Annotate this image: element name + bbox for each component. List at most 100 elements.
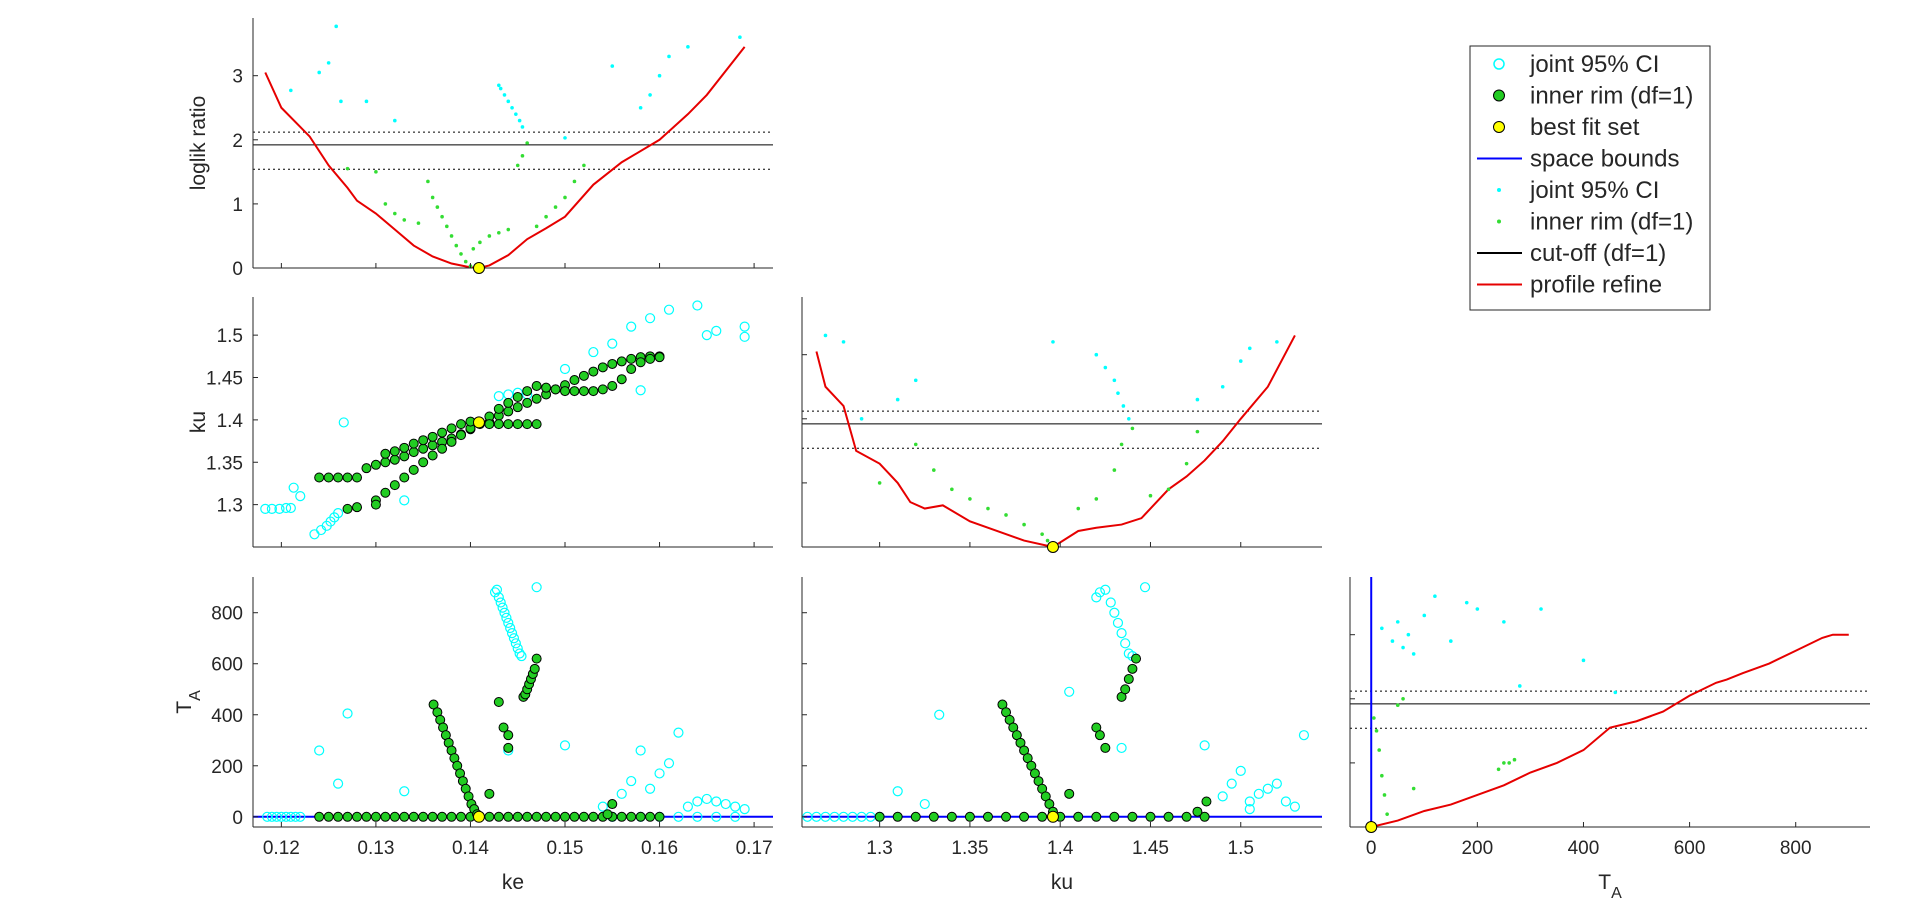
rim-point [352,811,362,822]
rim-point [408,438,419,449]
rim-dot [506,227,511,232]
rim-point [626,353,637,364]
rim-point [493,403,504,414]
ci-point [739,331,750,342]
rim-point [541,811,552,822]
ci-point [1112,617,1124,629]
rim-point [616,356,627,367]
rim-dot [440,214,444,219]
x-axis-label: ku [1051,871,1073,894]
ci-point [280,502,292,514]
rim-point [333,811,344,822]
ci-point [338,417,349,428]
rim-point [389,480,400,491]
rim-point [418,435,429,446]
ci-point [1120,638,1131,649]
ci-dot [339,99,343,104]
x-tick-label: 800 [1780,838,1812,859]
best-fit-point [1365,821,1378,833]
rim-point [512,811,523,822]
rim-point [531,380,542,391]
ci-dot [326,61,331,65]
rim-dot [572,179,577,184]
profile-line [264,46,746,268]
ci-point [399,786,410,797]
rim-point [982,811,993,822]
rim-point [550,811,561,822]
ci-point [892,786,903,797]
legend-swatch-dot [1497,219,1501,224]
panel-profile-ta: 0 200 400 600 800 TA [1349,577,1870,902]
y-tick-label: 1.4 [217,411,244,432]
ci-point [290,811,301,822]
ci-point [626,321,637,332]
x-axis-label: TA [1598,871,1622,902]
rim-point [1145,811,1156,822]
ci-point [1244,804,1255,815]
rim-dot [520,154,525,158]
x-tick-label: 0.12 [263,838,300,859]
rim-dot [416,221,421,225]
rim-point [578,370,589,381]
rim-point [874,811,885,822]
ci-point [285,502,296,514]
legend-label: profile refine [1530,272,1662,299]
ci-dot [648,93,652,97]
rim-point [380,457,391,468]
rim-dot [430,195,435,200]
x-tick-label: 1.3 [866,838,892,859]
rim-point [493,811,504,822]
ci-point [559,363,571,375]
rim-dot [1195,429,1200,434]
ci-point [309,529,320,540]
ci-point [295,491,306,502]
rim-point [427,440,438,451]
rim-point [446,811,457,822]
ci-dot [1433,594,1437,599]
ci-point [654,768,665,779]
legend-label: cut-off (df=1) [1530,240,1666,267]
rim-point [380,487,391,498]
ci-dot [657,73,662,78]
y-tick-label: 0 [232,259,243,280]
rim-dot [426,179,430,184]
ci-point [274,503,285,514]
y-tick-label: 2 [232,131,243,152]
ci-dot [1395,620,1400,624]
x-tick-label: 0.15 [547,838,584,859]
rim-point [635,357,646,368]
best-fit-point [472,262,485,274]
rim-point [493,697,504,707]
ci-dot [610,64,615,68]
rim-dot [582,163,586,168]
rim-dot [553,205,558,209]
rim-dot [393,211,397,216]
rim-dot [1401,696,1405,701]
ci-dot [393,118,397,123]
rim-point [910,811,921,822]
rim-point [498,722,509,733]
rim-point [1199,811,1210,822]
ci-point [663,758,675,769]
legend-label: best fit set [1530,114,1640,141]
ci-point [739,804,750,815]
ci-dot [1103,365,1108,370]
rim-dot [1022,522,1026,527]
ci-dot [738,35,742,40]
ci-dot [1127,416,1131,421]
ci-point [673,811,684,822]
rim-point [578,811,589,822]
rim-point [437,443,448,454]
rim-point [626,811,637,822]
ci-dot [514,112,518,116]
ci-point [1116,742,1127,754]
ci-point [1289,801,1301,812]
rim-point [597,362,608,373]
x-tick-label: 1.4 [1047,838,1074,859]
y-tick-label: 600 [211,655,243,676]
legend-label: joint 95% CI [1529,51,1659,78]
rim-point [389,811,400,822]
rim-point [588,386,599,397]
rim-point [569,375,580,386]
rim-point [456,419,466,430]
